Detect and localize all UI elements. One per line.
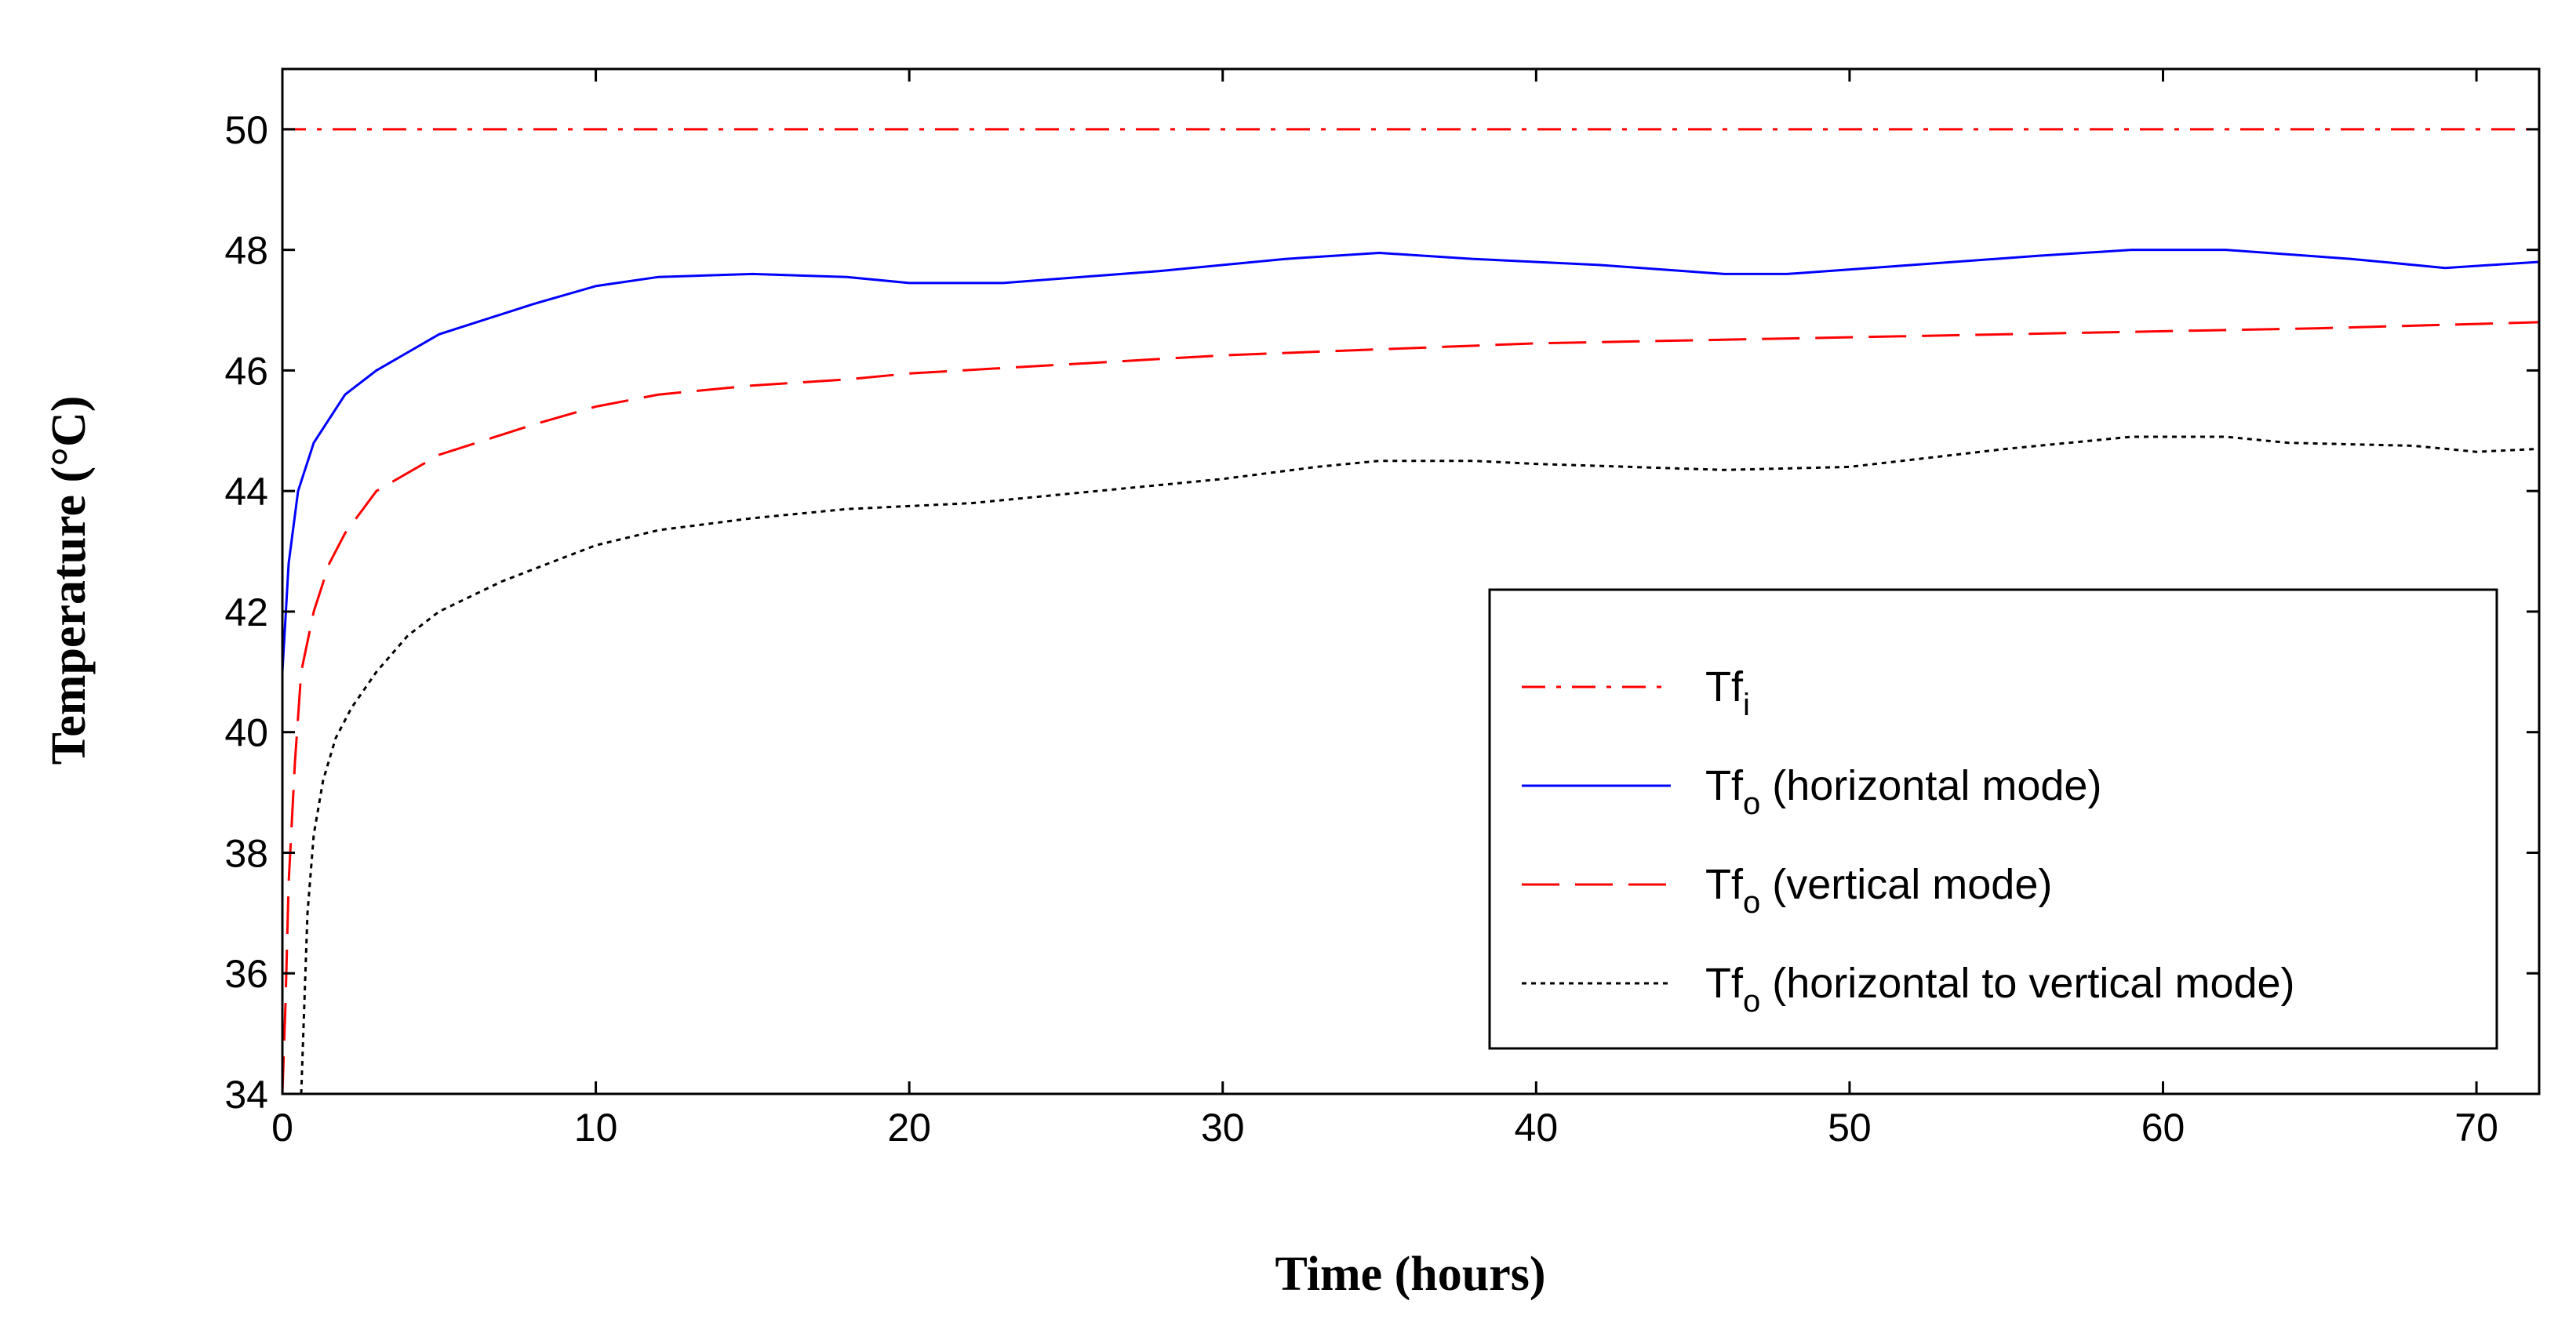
x-tick-label: 10 xyxy=(574,1106,618,1150)
legend-items: Tfi Tfo (horizontal mode) Tfo (vertical mo… xyxy=(1522,663,2295,1019)
x-tick-label: 50 xyxy=(1828,1106,1872,1150)
x-tick-label: 30 xyxy=(1201,1106,1245,1150)
series-layer xyxy=(281,128,2540,1095)
x-tick-label: 60 xyxy=(2141,1106,2185,1150)
legend-box xyxy=(1488,588,2498,1050)
y-tick-label: 44 xyxy=(224,470,268,514)
y-tick-label: 40 xyxy=(224,711,268,755)
x-tick-label: 20 xyxy=(887,1106,931,1150)
legend-label-1: Tfi xyxy=(1705,663,1750,722)
legend: Tfi Tfo (horizontal mode) Tfo (vertical mo… xyxy=(1488,588,2498,1050)
y-tick-label: 38 xyxy=(224,831,268,875)
legend-label-3: Tfo (vertical mode) xyxy=(1705,861,2052,920)
y-tick-label: 48 xyxy=(224,229,268,273)
y-tick-label: 36 xyxy=(224,952,268,996)
x-axis-title: Time (hours) xyxy=(1275,1248,1545,1301)
x-tick-label: 70 xyxy=(2454,1106,2498,1150)
ticks-layer: 0 10 20 30 40 50 60 70 34 36 38 40 42 44 46 48 50 xyxy=(224,69,2539,1150)
y-tick-label: 34 xyxy=(224,1073,268,1117)
series-line-3 xyxy=(281,321,2540,1095)
x-tick-label: 40 xyxy=(1515,1106,1559,1150)
legend-label-2: Tfo (horizontal mode) xyxy=(1705,762,2101,821)
plot-frame xyxy=(281,67,2541,1095)
y-tick-label: 42 xyxy=(224,590,268,634)
x-tick-label: 0 xyxy=(271,1106,293,1150)
series-line-2 xyxy=(281,249,2540,672)
legend-label-4: Tfo (horizontal to vertical mode) xyxy=(1705,960,2295,1019)
y-tick-label: 46 xyxy=(224,349,268,393)
series-line-4 xyxy=(300,435,2540,1095)
y-axis-title: Temperature (°C) xyxy=(42,396,96,765)
y-tick-label: 50 xyxy=(224,108,268,152)
